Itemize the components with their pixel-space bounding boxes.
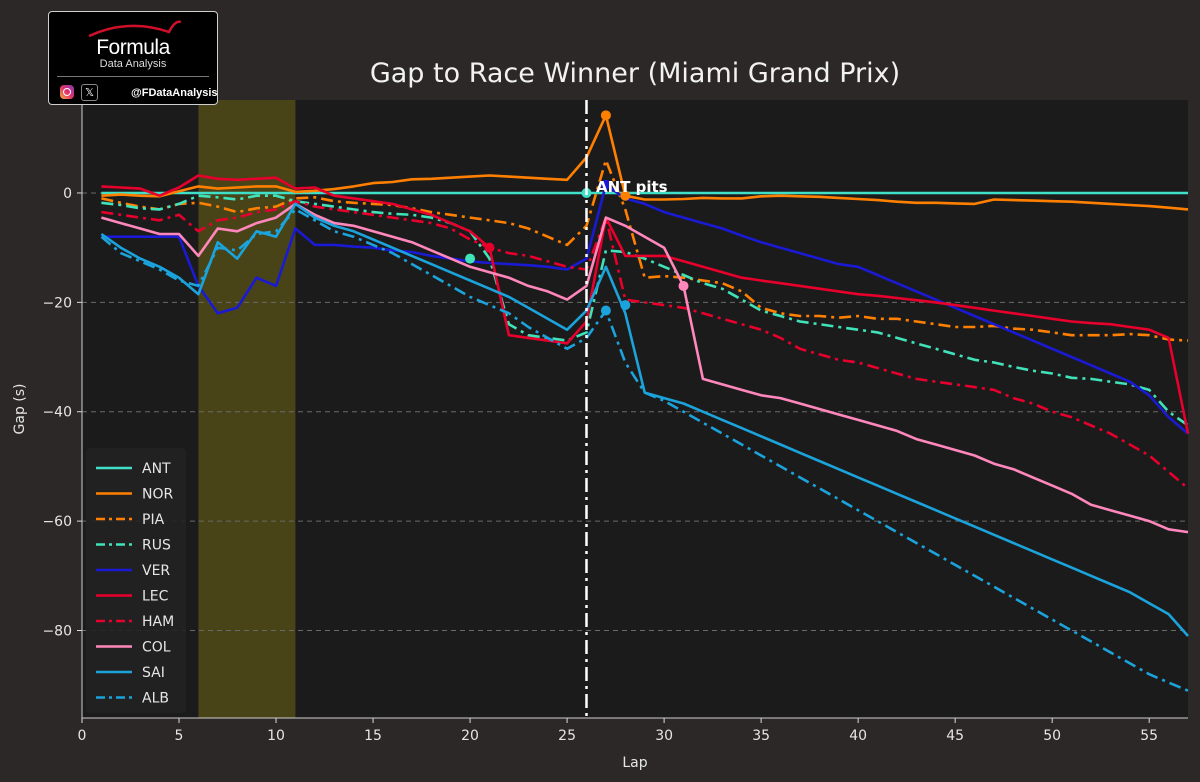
y-tick-label: −60 (42, 514, 72, 530)
x-icon: 𝕏 (81, 84, 98, 101)
pit-marker-pia (620, 190, 631, 201)
legend-label-alb: ALB (142, 691, 169, 707)
x-tick-label: 20 (461, 728, 479, 744)
legend-label-rus: RUS (142, 538, 171, 554)
pit-annotation: ANT pits (596, 178, 668, 196)
series-line-ver (101, 183, 1189, 435)
pit-marker-col (678, 280, 689, 291)
y-tick-label: −80 (42, 623, 72, 639)
logo-swoosh-icon (88, 20, 182, 38)
legend-label-pia: PIA (142, 512, 165, 528)
legend-label-ver: VER (142, 563, 170, 579)
series-line-ham (101, 199, 1189, 490)
logo-divider (57, 76, 209, 77)
legend-label-sai: SAI (142, 665, 165, 681)
y-tick-label: −40 (42, 405, 72, 421)
y-axis-label: Gap (s) (12, 384, 28, 435)
series-line-rus (101, 194, 1189, 427)
x-tick-label: 0 (78, 728, 87, 744)
brand-logo: Formula Data Analysis 𝕏 @FDataAnalysis (48, 11, 218, 105)
x-tick-label: 50 (1043, 728, 1061, 744)
pit-marker-alb (600, 305, 611, 316)
x-tick-label: 5 (175, 728, 184, 744)
social-handle: @FDataAnalysis (131, 87, 218, 99)
chart-title: Gap to Race Winner (Miami Grand Prix) (370, 58, 900, 89)
legend-label-ham: HAM (142, 614, 174, 630)
shaded-region (198, 100, 296, 718)
x-tick-label: 30 (655, 728, 673, 744)
x-tick-label: 25 (558, 728, 576, 744)
series-line-lec (101, 174, 1190, 434)
y-tick-label: −20 (42, 295, 72, 311)
logo-subtitle: Data Analysis (99, 58, 167, 70)
x-tick-label: 40 (849, 728, 867, 744)
x-tick-label: 35 (752, 728, 770, 744)
y-tick-label: 0 (63, 186, 72, 202)
pit-marker-ver (600, 179, 611, 190)
instagram-icon (60, 85, 74, 99)
series-line-nor (101, 114, 1189, 211)
legend: ANT NOR PIA RUS VER LEC HAM COL SAI ALB (86, 448, 186, 713)
legend-label-col: COL (142, 640, 171, 656)
x-tick-label: 15 (364, 728, 382, 744)
x-tick-label: 55 (1140, 728, 1158, 744)
x-axis-label: Lap (622, 755, 647, 771)
logo-title: Formula (96, 36, 170, 59)
pit-marker-rus (465, 253, 476, 264)
series-line-col (101, 202, 1189, 534)
pit-marker-sai (620, 300, 631, 311)
series-line-pia (101, 158, 1189, 342)
pit-marker-lec (484, 242, 495, 253)
x-tick-label: 45 (946, 728, 964, 744)
legend-label-lec: LEC (142, 589, 169, 605)
x-tick-label: 10 (267, 728, 285, 744)
pit-marker-nor (600, 110, 611, 121)
series-line-alb (100, 208, 1189, 692)
legend-label-ant: ANT (142, 461, 171, 477)
legend-label-nor: NOR (142, 487, 173, 503)
